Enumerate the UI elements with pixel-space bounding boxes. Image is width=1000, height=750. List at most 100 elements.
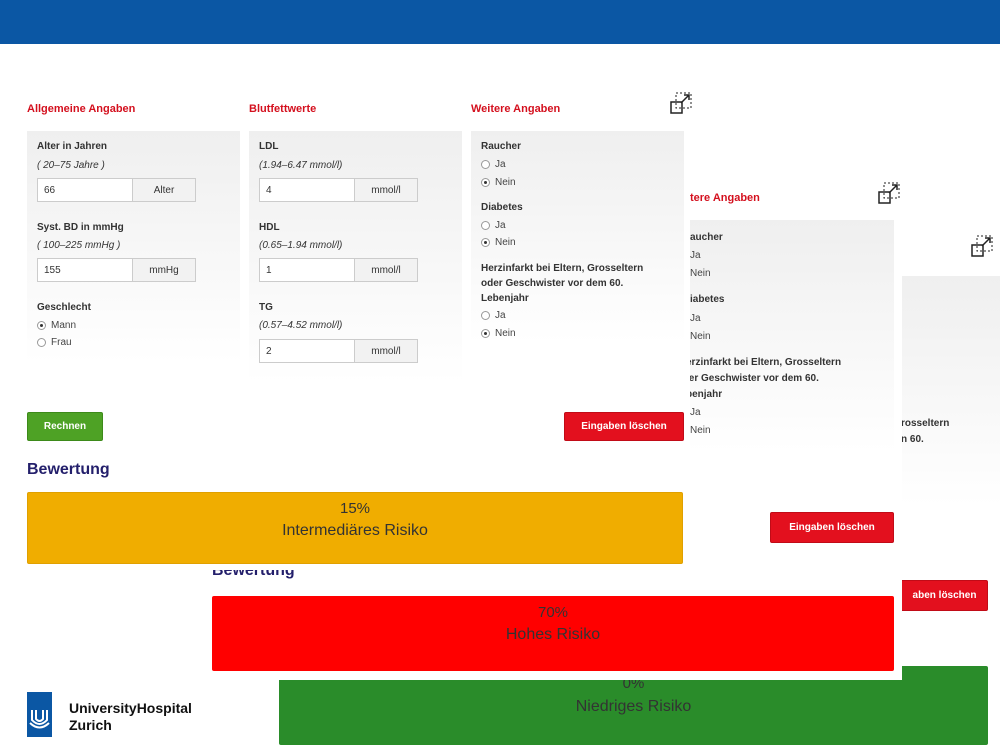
tg-hint: (0.57–4.52 mmol/l) [259,320,343,331]
family-label-line: n 60. [901,434,924,445]
hdl-hint: (0.65–1.94 mmol/l) [259,240,343,251]
resize-icon[interactable] [878,182,900,204]
radio-selected-icon [481,238,490,247]
diabetes-radio-yes[interactable]: Ja [690,310,701,327]
ldl-label: LDL [259,141,279,152]
age-input-group: Alter [37,178,196,202]
radio-empty-icon [481,311,490,320]
section-title-more: Weitere Angaben [471,103,561,115]
hdl-input[interactable] [259,258,355,282]
radio-label: Nein [690,425,711,436]
more-panel [680,220,894,452]
risk-label: Hohes Risiko [505,626,601,643]
diabetes-radio-no[interactable]: Nein [690,328,711,345]
clear-button[interactable]: Eingaben löschen [564,412,684,441]
radio-empty-icon [481,221,490,230]
bp-input-group: mmHg [37,258,196,282]
result-bar-intermediate: 15% Intermediäres Risiko [27,492,683,564]
radio-label: Mann [51,320,77,331]
sex-radio-male[interactable]: Mann [37,317,76,334]
sex-label: Geschlecht [37,302,91,313]
smoker-radio-no[interactable]: Nein [690,265,711,282]
section-title-lipids: Blutfettwerte [249,103,317,115]
diabetes-label: Diabetes [481,202,523,213]
bp-input[interactable] [37,258,133,282]
risk-percent: 15% [339,500,371,517]
resize-icon[interactable] [670,92,692,114]
ldl-hint: (1.94–6.47 mmol/l) [259,160,343,171]
clear-button-label: Eingaben löschen [581,421,667,432]
family-label-line: rosseltern [901,418,950,429]
ldl-unit: mmol/l [355,178,418,202]
top-bar [0,0,1000,44]
result-bar-high: 70% Hohes Risiko [212,596,894,671]
radio-selected-icon [481,178,490,187]
family-radio-yes[interactable]: Ja [690,404,701,421]
hdl-input-group: mmol/l [259,258,418,282]
logo-line: UniversityHospital [69,700,192,716]
radio-selected-icon [37,321,46,330]
age-label: Alter in Jahren [37,141,108,152]
resize-icon[interactable] [971,235,993,257]
diabetes-radio-no[interactable]: Nein [481,234,516,251]
bp-label: Syst. BD in mmHg [37,222,124,233]
calculate-button[interactable]: Rechnen [27,412,103,441]
logo-text: UniversityHospital Zurich [69,700,192,734]
family-radio-no[interactable]: Nein [481,325,516,342]
sex-radio-female[interactable]: Frau [37,334,72,351]
section-title: tere Angaben [690,192,760,204]
radio-label: Ja [495,220,506,231]
radio-label: Nein [495,177,516,188]
clear-button-label: Eingaben löschen [789,522,875,533]
diabetes-label: iabetes [690,294,725,305]
age-unit: Alter [133,178,196,202]
section-title-general: Allgemeine Angaben [27,103,136,115]
hdl-label: HDL [259,222,280,233]
assessment-heading: Bewertung [27,461,110,478]
radio-label: Nein [495,328,516,339]
family-label-line: erzinfarkt bei Eltern, Grosseltern [686,357,842,368]
radio-label: Ja [690,250,701,261]
family-label-line: oder Geschwister vor dem 60. [481,278,624,289]
radio-selected-icon [481,329,490,338]
general-panel [27,131,240,363]
smoker-label: aucher [690,232,723,243]
radio-label: Nein [690,331,711,342]
clear-button[interactable]: Eingaben löschen [770,512,894,543]
age-input[interactable] [37,178,133,202]
radio-empty-icon [481,160,490,169]
family-panel [901,276,1000,506]
ldl-input[interactable] [259,178,355,202]
ldl-input-group: mmol/l [259,178,418,202]
family-label-line: Herzinfarkt bei Eltern, Grosseltern [481,263,644,274]
family-radio-yes[interactable]: Ja [481,307,506,324]
clear-button[interactable]: aben löschen [901,580,988,611]
radio-label: Ja [690,313,701,324]
tg-input[interactable] [259,339,355,363]
radio-label: Ja [495,159,506,170]
diabetes-radio-yes[interactable]: Ja [481,217,506,234]
logo-line: Zurich [69,717,112,733]
family-label-line: Lebenjahr [481,293,529,304]
smoker-radio-no[interactable]: Nein [481,174,516,191]
risk-percent: 70% [537,604,569,621]
radio-label: Ja [690,407,701,418]
tg-label: TG [259,302,273,313]
radio-label: Frau [51,337,72,348]
bp-hint: ( 100–225 mmHg ) [37,240,121,251]
clear-button-label: aben löschen [912,590,977,601]
more-panel [471,131,684,343]
family-radio-no[interactable]: Nein [690,422,711,439]
family-label-line: benjahr [686,389,723,400]
radio-empty-icon [37,338,46,347]
radio-label: Nein [495,237,516,248]
smoker-radio-yes[interactable]: Ja [690,247,701,264]
radio-label: Nein [690,268,711,279]
calculate-button-label: Rechnen [43,421,87,432]
age-hint: ( 20–75 Jahre ) [37,160,105,171]
bp-unit: mmHg [133,258,196,282]
tg-input-group: mmol/l [259,339,418,363]
family-label-line: ler Geschwister vor dem 60. [686,373,819,384]
smoker-radio-yes[interactable]: Ja [481,156,506,173]
